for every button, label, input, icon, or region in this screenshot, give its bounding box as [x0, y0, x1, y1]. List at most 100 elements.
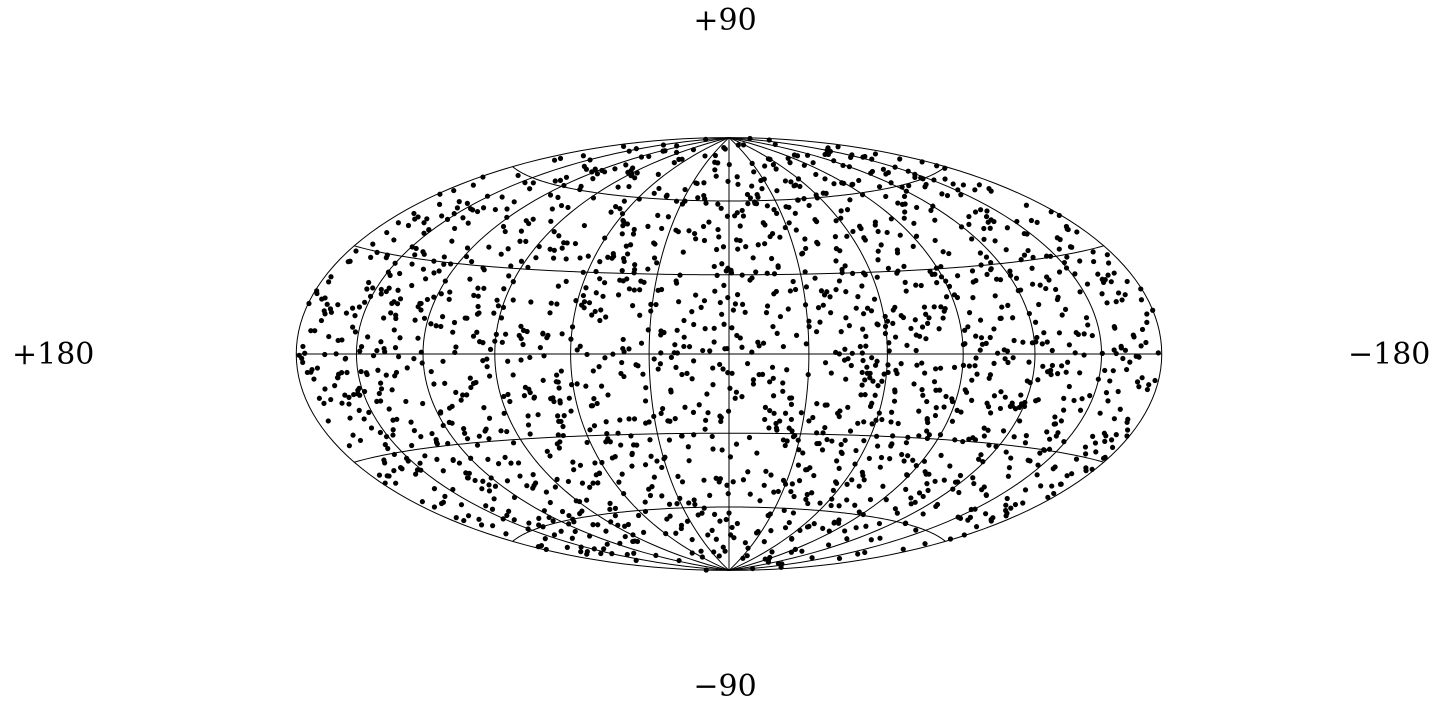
data-point — [1091, 258, 1097, 265]
data-point — [505, 246, 511, 252]
data-point — [1136, 384, 1142, 390]
data-point — [849, 350, 855, 356]
data-point — [1056, 212, 1062, 219]
data-point — [764, 303, 771, 309]
data-point — [713, 173, 719, 179]
data-point — [583, 383, 589, 389]
data-point — [458, 502, 465, 508]
data-point — [814, 239, 820, 245]
data-point — [856, 509, 862, 515]
data-point — [739, 272, 745, 278]
data-point — [630, 231, 637, 237]
data-point — [895, 420, 901, 427]
data-point — [892, 304, 898, 310]
data-point — [387, 272, 393, 278]
data-point — [734, 174, 740, 180]
data-point — [792, 432, 798, 439]
data-point — [600, 293, 606, 299]
data-point — [960, 182, 966, 188]
data-point — [916, 433, 922, 439]
data-point — [498, 251, 504, 257]
data-point — [1040, 363, 1046, 369]
data-point — [433, 323, 439, 329]
data-point — [1053, 286, 1059, 293]
data-point — [438, 291, 444, 297]
data-point — [503, 331, 509, 337]
data-point — [961, 532, 967, 538]
data-point — [839, 180, 845, 186]
data-point — [844, 481, 850, 487]
data-point — [646, 419, 652, 425]
data-point — [445, 440, 451, 447]
data-point — [364, 286, 370, 292]
data-point — [480, 357, 486, 364]
data-point — [1026, 359, 1032, 365]
data-point — [731, 535, 737, 541]
data-point — [1055, 371, 1061, 377]
data-point — [739, 394, 745, 400]
data-point — [449, 420, 455, 426]
data-point — [413, 471, 419, 477]
data-point — [847, 197, 853, 203]
data-point — [863, 523, 869, 529]
data-point — [552, 484, 558, 490]
data-point — [983, 340, 989, 346]
data-point — [885, 265, 892, 271]
data-point — [559, 245, 565, 251]
data-point — [499, 339, 505, 345]
data-point — [665, 214, 671, 220]
data-point — [717, 299, 723, 306]
data-point — [689, 536, 695, 543]
data-point — [836, 278, 843, 284]
data-point — [826, 528, 832, 534]
data-point — [1069, 244, 1075, 250]
data-point — [759, 371, 766, 377]
data-point — [944, 192, 951, 199]
data-point — [658, 328, 664, 334]
data-point — [367, 293, 374, 299]
data-point — [554, 372, 560, 378]
data-point — [1124, 366, 1130, 373]
data-point — [795, 437, 801, 443]
data-point — [947, 463, 953, 469]
data-point — [1017, 418, 1023, 424]
data-point — [679, 156, 685, 162]
data-point — [986, 442, 992, 448]
data-point — [1138, 297, 1145, 303]
data-point — [630, 165, 636, 171]
data-point — [949, 418, 956, 424]
data-point — [947, 536, 954, 542]
data-point — [633, 362, 639, 368]
data-point — [920, 511, 926, 517]
data-point — [888, 180, 894, 186]
data-point — [707, 492, 713, 498]
data-point — [957, 472, 964, 479]
data-point — [740, 555, 746, 561]
data-point — [569, 535, 575, 541]
data-point — [523, 238, 529, 244]
data-point — [505, 391, 511, 398]
data-point — [552, 178, 558, 184]
data-point — [602, 235, 608, 241]
data-point — [506, 273, 512, 279]
data-point — [480, 340, 486, 346]
data-point — [654, 458, 660, 464]
data-point — [342, 392, 348, 398]
data-point — [970, 295, 976, 301]
data-point — [347, 415, 353, 421]
data-point — [540, 377, 546, 383]
data-point — [1081, 331, 1087, 337]
data-point — [351, 391, 357, 398]
data-point — [751, 169, 757, 175]
data-point — [701, 192, 707, 199]
data-point — [874, 321, 880, 327]
data-point — [985, 427, 991, 433]
data-point — [476, 310, 482, 316]
data-point — [712, 167, 718, 173]
data-point — [397, 270, 403, 277]
data-point — [1109, 444, 1116, 451]
data-point — [992, 238, 998, 244]
data-point — [954, 273, 961, 279]
data-point — [484, 193, 491, 199]
data-point — [967, 514, 974, 520]
